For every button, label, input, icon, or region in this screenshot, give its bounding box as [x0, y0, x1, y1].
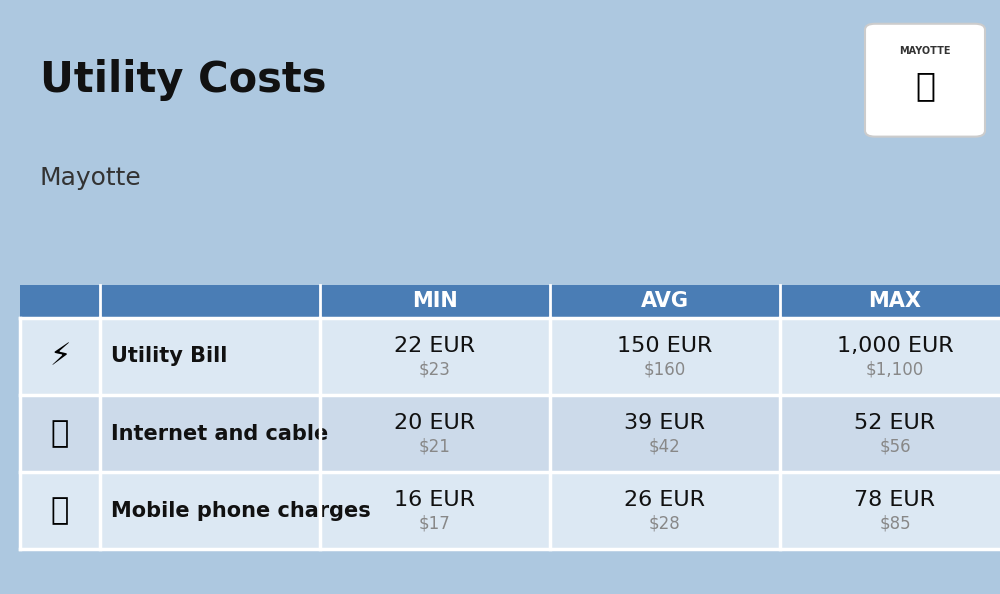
FancyBboxPatch shape [320, 395, 550, 472]
FancyBboxPatch shape [20, 318, 100, 395]
Text: 22 EUR: 22 EUR [394, 336, 476, 356]
FancyBboxPatch shape [550, 472, 780, 549]
Text: 📡: 📡 [51, 419, 69, 448]
Text: Mobile phone charges: Mobile phone charges [111, 501, 371, 521]
Text: $21: $21 [419, 438, 451, 456]
Text: 🛡: 🛡 [915, 69, 935, 103]
Text: $42: $42 [649, 438, 681, 456]
Text: Mayotte: Mayotte [40, 166, 142, 190]
Text: $160: $160 [644, 361, 686, 378]
Text: $28: $28 [649, 515, 681, 533]
FancyBboxPatch shape [320, 472, 550, 549]
Text: MIN: MIN [412, 292, 458, 311]
FancyBboxPatch shape [20, 395, 100, 472]
Text: 52 EUR: 52 EUR [854, 413, 936, 433]
Text: 📱: 📱 [51, 497, 69, 525]
FancyBboxPatch shape [20, 472, 100, 549]
FancyBboxPatch shape [780, 395, 1000, 472]
Text: 20 EUR: 20 EUR [394, 413, 476, 433]
FancyBboxPatch shape [550, 318, 780, 395]
FancyBboxPatch shape [780, 472, 1000, 549]
FancyBboxPatch shape [320, 285, 550, 318]
Text: 39 EUR: 39 EUR [624, 413, 706, 433]
Text: 1,000 EUR: 1,000 EUR [837, 336, 953, 356]
FancyBboxPatch shape [780, 318, 1000, 395]
FancyBboxPatch shape [100, 318, 320, 395]
FancyBboxPatch shape [550, 395, 780, 472]
Text: $17: $17 [419, 515, 451, 533]
Text: Utility Costs: Utility Costs [40, 59, 326, 102]
Text: MAYOTTE: MAYOTTE [899, 46, 951, 56]
Text: $23: $23 [419, 361, 451, 378]
Text: AVG: AVG [641, 292, 689, 311]
FancyBboxPatch shape [780, 285, 1000, 318]
Text: Internet and cable: Internet and cable [111, 424, 328, 444]
Text: MAX: MAX [868, 292, 922, 311]
FancyBboxPatch shape [550, 285, 780, 318]
FancyBboxPatch shape [100, 472, 320, 549]
FancyBboxPatch shape [865, 24, 985, 137]
FancyBboxPatch shape [320, 318, 550, 395]
Text: $1,100: $1,100 [866, 361, 924, 378]
Text: $56: $56 [879, 438, 911, 456]
Text: 26 EUR: 26 EUR [624, 490, 706, 510]
Text: $85: $85 [879, 515, 911, 533]
Text: 16 EUR: 16 EUR [394, 490, 476, 510]
FancyBboxPatch shape [100, 285, 320, 318]
Text: 78 EUR: 78 EUR [854, 490, 936, 510]
Text: 150 EUR: 150 EUR [617, 336, 713, 356]
Text: Utility Bill: Utility Bill [111, 346, 227, 366]
Text: ⚡: ⚡ [49, 342, 71, 371]
FancyBboxPatch shape [20, 285, 100, 318]
FancyBboxPatch shape [100, 395, 320, 472]
